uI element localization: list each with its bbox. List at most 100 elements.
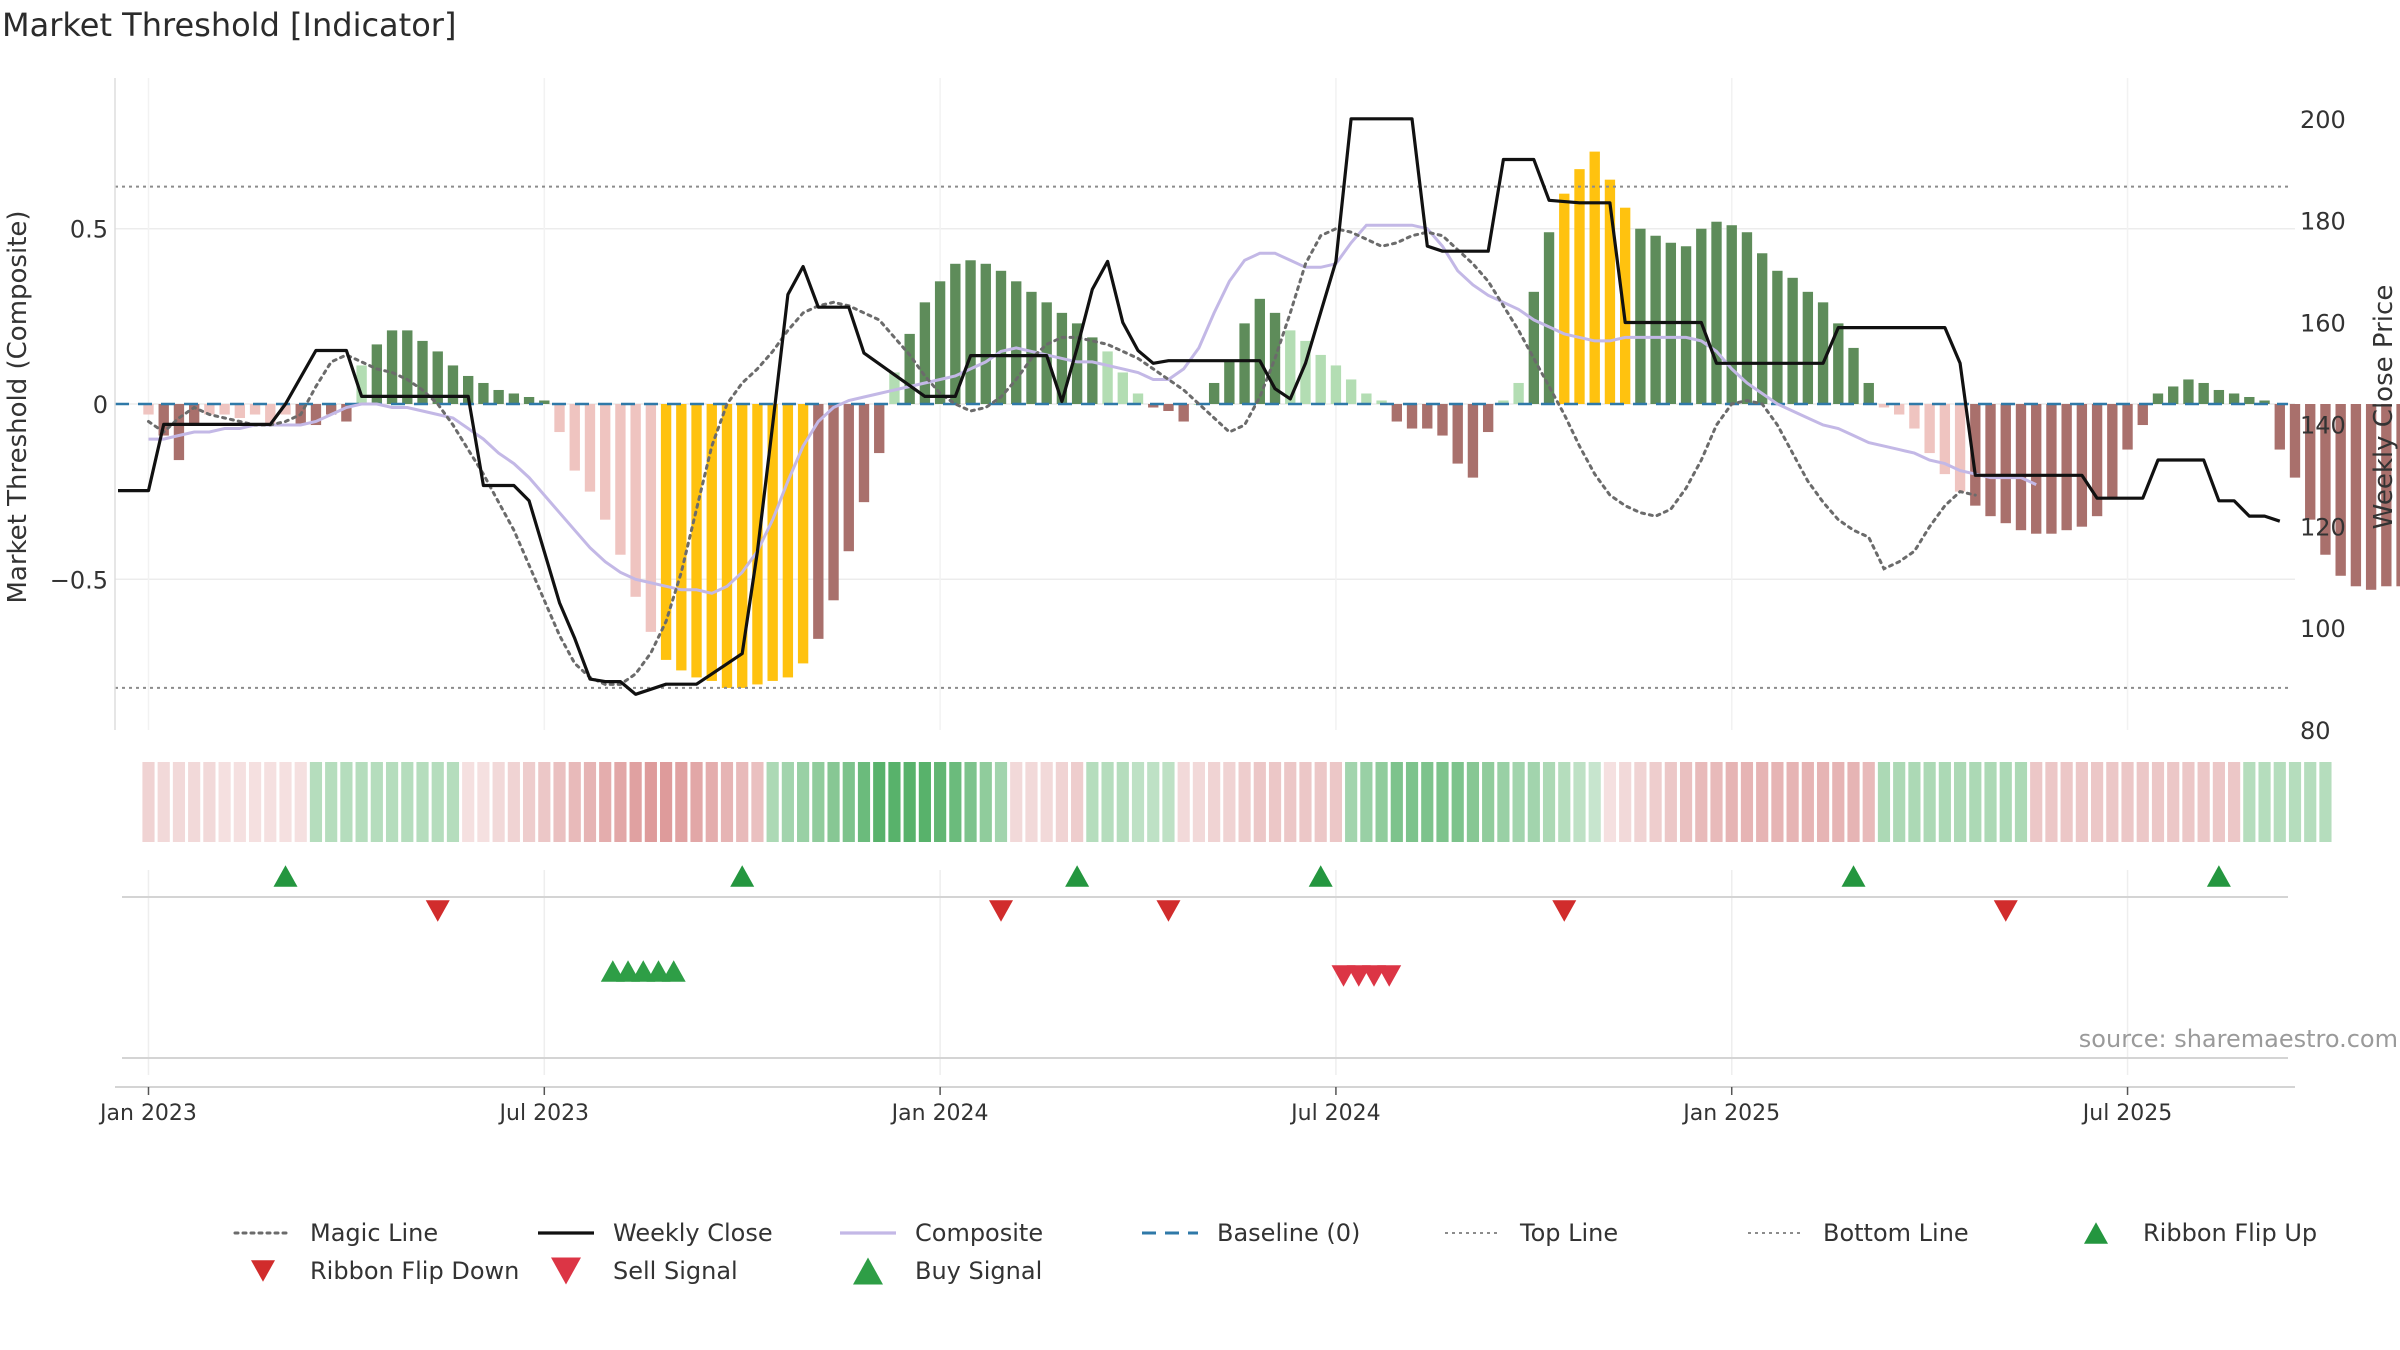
composite-bar xyxy=(463,375,474,404)
ribbon-cell xyxy=(1801,762,1814,842)
ribbon-cell xyxy=(492,762,505,842)
composite-bar xyxy=(2335,404,2346,576)
ribbon-flip-up-marker xyxy=(273,865,298,887)
ribbon-cell xyxy=(203,762,216,842)
ribbon-cell xyxy=(1695,762,1708,842)
ribbon-cell xyxy=(1634,762,1647,842)
legend-swatch xyxy=(2084,1222,2108,1244)
ribbon-flip-up-marker xyxy=(1065,865,1090,887)
ribbon-cell xyxy=(1862,762,1875,842)
ribbon-flip-up-marker xyxy=(730,865,755,887)
composite-bar xyxy=(1985,404,1996,517)
composite-bar xyxy=(1330,365,1342,404)
composite-bar xyxy=(1559,193,1570,404)
ribbon-flip-down-marker xyxy=(1156,900,1181,922)
ribbon-cell xyxy=(370,762,383,842)
ribbon-cell xyxy=(2075,762,2088,842)
composite-bar xyxy=(691,404,702,678)
composite-bar xyxy=(919,302,931,404)
ribbon-cell xyxy=(538,762,551,842)
composite-bar xyxy=(1772,270,1783,404)
ribbon-cell xyxy=(2030,762,2043,842)
composite-bar xyxy=(1924,404,1935,454)
weekly-close-line xyxy=(118,117,2281,696)
composite-bar xyxy=(965,260,976,404)
chart-title: Market Threshold [Indicator] xyxy=(2,6,456,44)
ribbon-cell xyxy=(1542,762,1556,842)
ribbon-cell xyxy=(2136,762,2149,842)
composite-bar xyxy=(432,351,443,404)
ribbon-cell xyxy=(1345,762,1358,842)
composite-bar xyxy=(1726,225,1737,404)
composite-bar xyxy=(569,404,580,471)
ribbon-cell xyxy=(2304,762,2317,842)
sell-signal-marker xyxy=(1361,965,1386,987)
composite-bar xyxy=(478,382,489,404)
source-note: source: sharemaestro.com xyxy=(2079,1025,2398,1053)
composite-bar xyxy=(1970,404,1981,506)
ribbon-cell xyxy=(857,762,871,842)
ribbon-cell xyxy=(994,762,1008,842)
y-left-tick-label: −0.5 xyxy=(50,566,108,594)
ribbon-cell xyxy=(294,762,307,842)
ribbon-cell xyxy=(2197,762,2210,842)
ribbon-cell xyxy=(2014,762,2028,842)
sell-signal-marker xyxy=(1346,965,1371,987)
ribbon-cell xyxy=(903,762,916,842)
composite-bar xyxy=(1817,302,1829,404)
ribbon-cell xyxy=(1192,762,1205,842)
ribbon-cell xyxy=(1740,762,1754,842)
composite-bar xyxy=(706,404,717,681)
ribbon-cell xyxy=(842,762,855,842)
ribbon-cell xyxy=(705,762,718,842)
ribbon-cell xyxy=(1588,762,1601,842)
composite-bar xyxy=(1863,382,1874,404)
legend-item: Sell Signal xyxy=(551,1257,738,1285)
ribbon-cell xyxy=(188,762,201,842)
ribbon-cell xyxy=(1527,762,1540,842)
ribbon-cell xyxy=(751,762,764,842)
composite-bar xyxy=(310,404,322,426)
composite-bar xyxy=(1026,291,1037,404)
composite-bar xyxy=(1163,404,1174,412)
ribbon-cell xyxy=(431,762,444,842)
composite-bar xyxy=(2076,404,2088,527)
composite-bar xyxy=(615,404,626,555)
ribbon-cell xyxy=(416,762,429,842)
legend-label: Top Line xyxy=(1519,1219,1618,1247)
ribbon-cell xyxy=(2258,762,2271,842)
ribbon-cell xyxy=(1482,762,1495,842)
ribbon-cell xyxy=(964,762,977,842)
composite-bar xyxy=(767,404,778,681)
composite-bar xyxy=(2259,400,2270,404)
legend-swatch xyxy=(551,1257,581,1285)
x-tick-label: Jan 2024 xyxy=(890,1101,989,1126)
ribbon-cell xyxy=(1360,762,1373,842)
composite-bar xyxy=(2244,396,2255,404)
composite-bar xyxy=(1650,235,1661,404)
composite-bar xyxy=(1224,361,1235,404)
ribbon-cell xyxy=(873,762,886,842)
ribbon-cell xyxy=(279,762,292,842)
ribbon-cell xyxy=(355,762,368,842)
ribbon-cell xyxy=(142,762,155,842)
composite-bar xyxy=(1361,393,1372,404)
ribbon-flip-down-marker xyxy=(425,900,450,922)
ribbon-cell xyxy=(1603,762,1617,842)
legend-item: Buy Signal xyxy=(853,1257,1042,1285)
legend-label: Buy Signal xyxy=(915,1257,1042,1285)
ribbon-cell xyxy=(462,762,475,842)
composite-bar xyxy=(2228,393,2240,404)
composite-bar xyxy=(204,404,215,415)
ribbon-cell xyxy=(1893,762,1906,842)
ribbon-cell xyxy=(2182,762,2195,842)
composite-bar xyxy=(2061,404,2072,531)
composite-line xyxy=(148,223,2037,595)
composite-bar xyxy=(1528,291,1540,404)
ribbon-cell xyxy=(2319,762,2332,842)
ribbon-cell xyxy=(1497,762,1510,842)
composite-bar xyxy=(2046,404,2057,534)
ribbon-flip-down-marker xyxy=(1552,900,1577,922)
composite-bar xyxy=(1939,404,1951,475)
composite-bar xyxy=(1711,221,1722,404)
